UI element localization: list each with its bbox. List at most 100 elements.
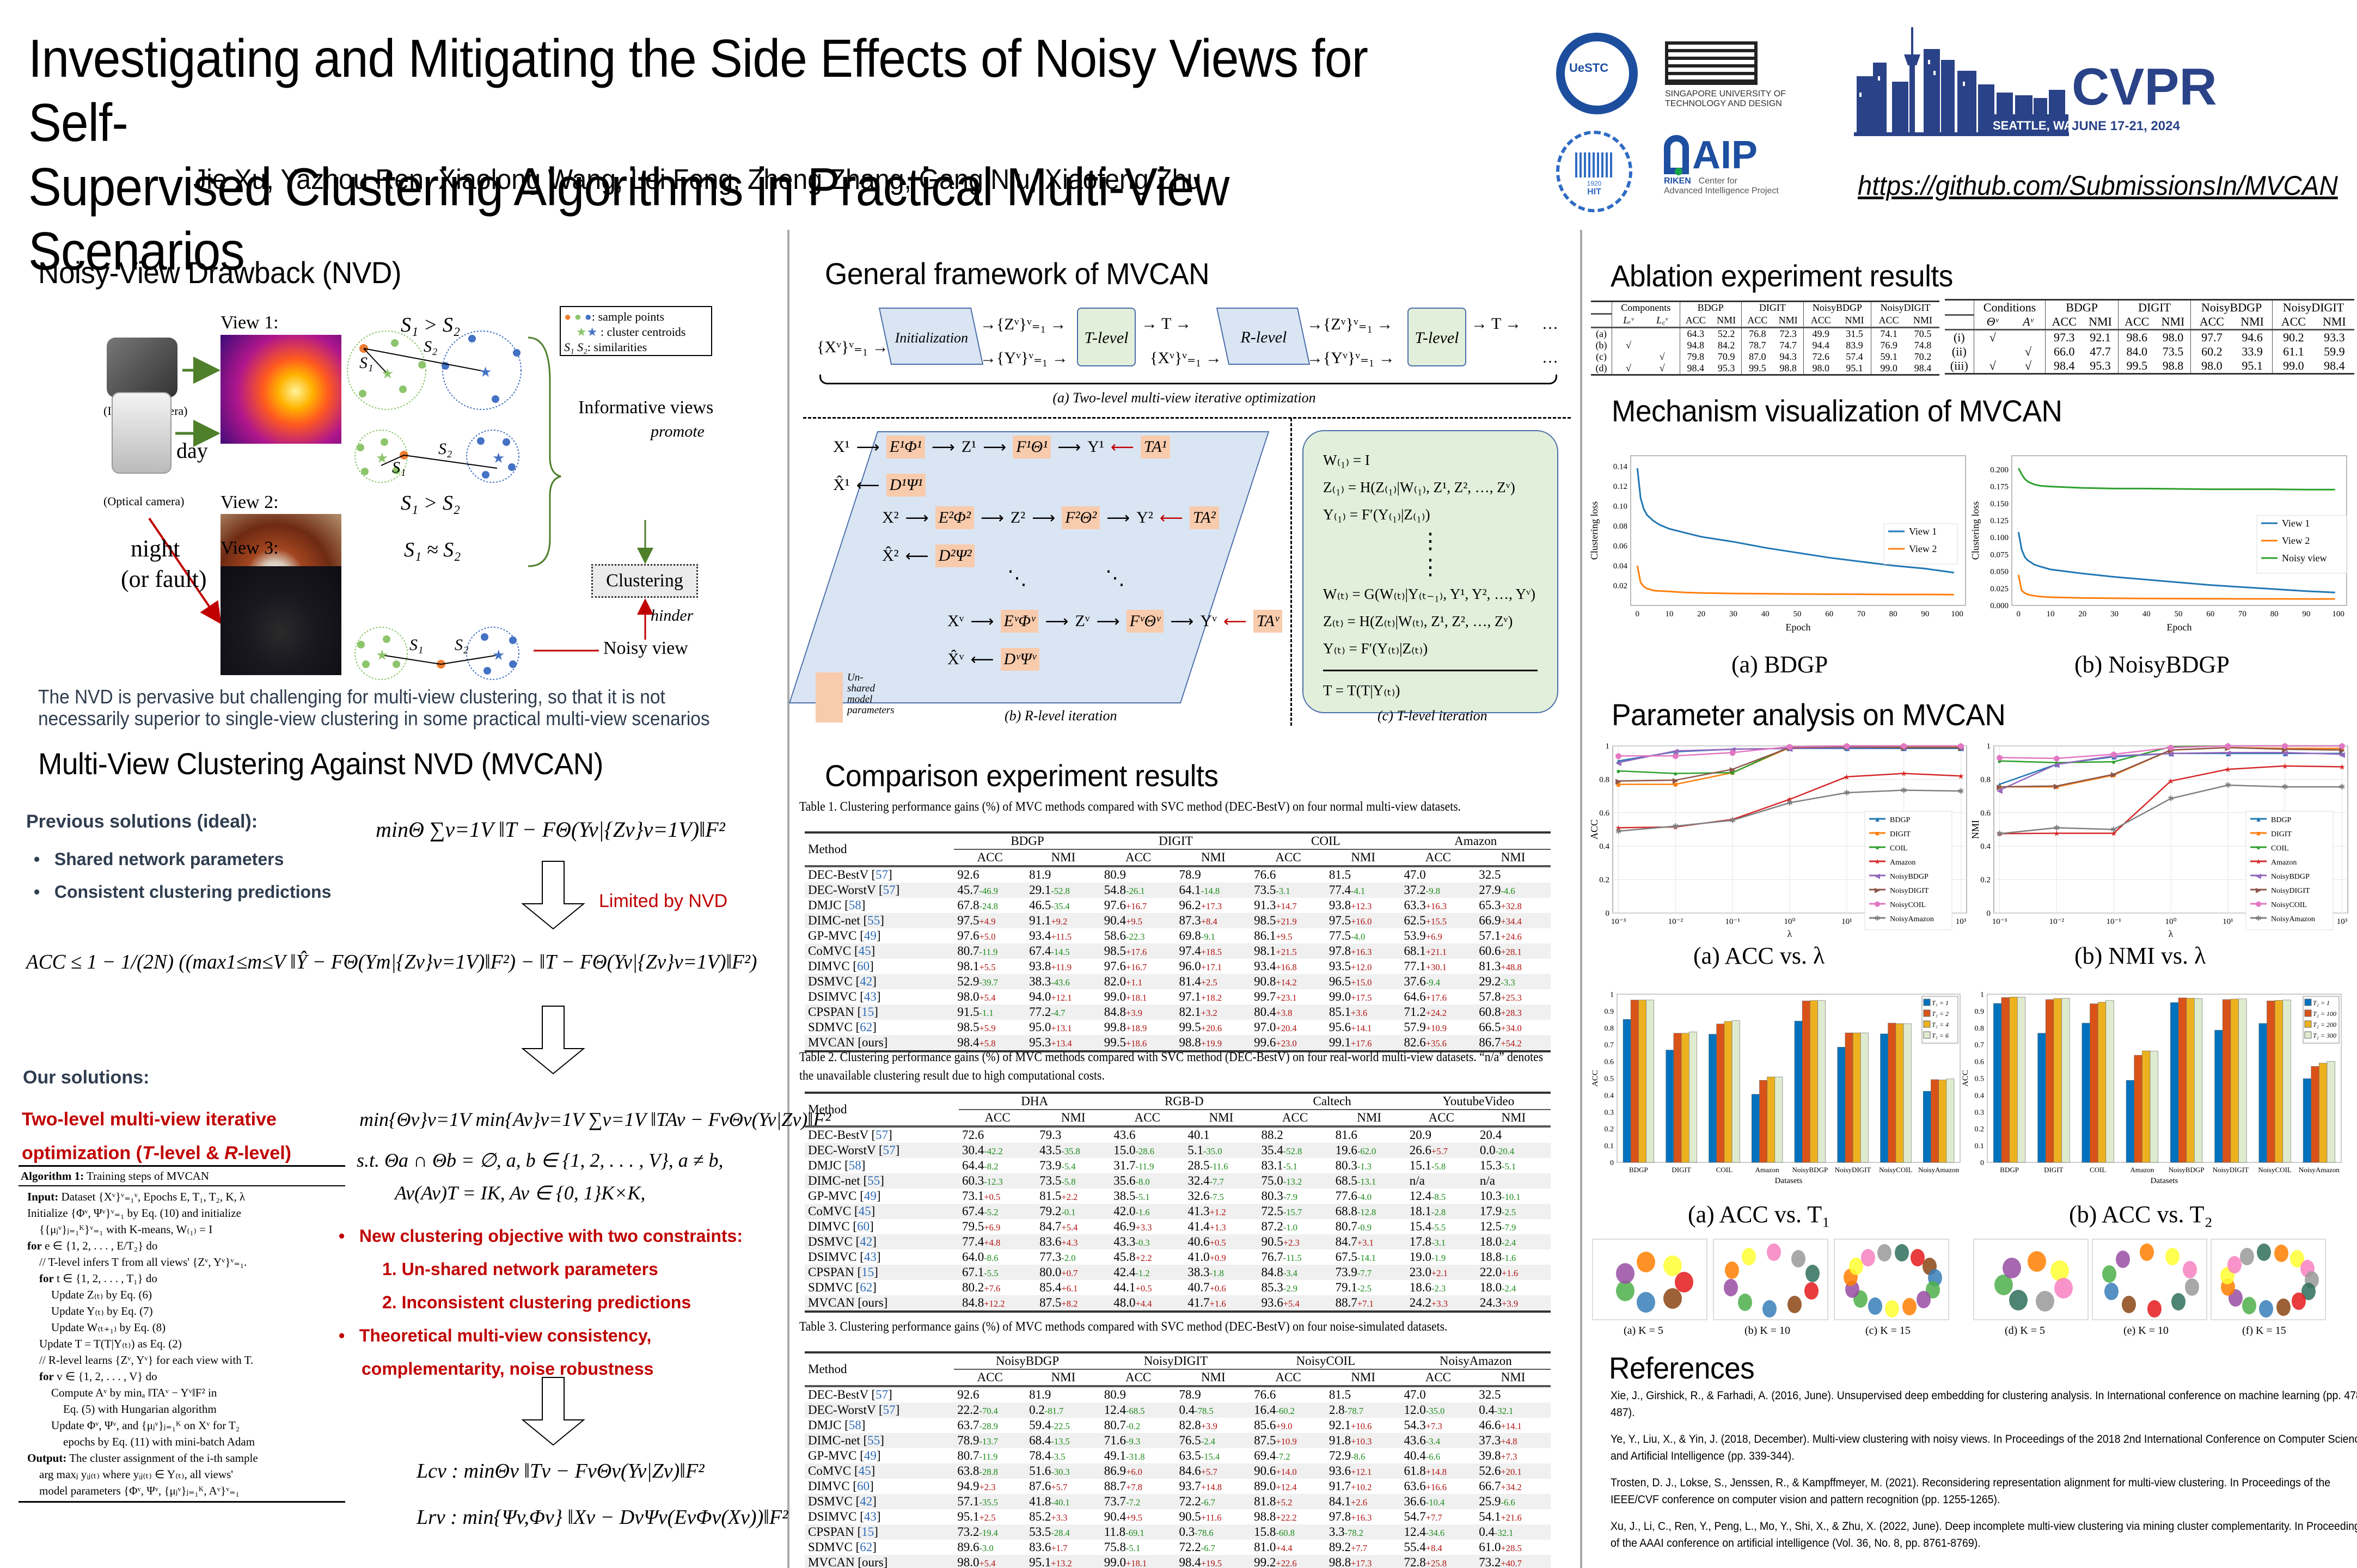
citation-link[interactable]: 58: [848, 1418, 861, 1432]
view3-similarity-relation: S₁ ≈ S₂: [404, 538, 461, 561]
citation-link[interactable]: 42: [860, 1235, 873, 1248]
y-tick-label: 0.050: [1990, 568, 2009, 577]
citation-link[interactable]: 42: [860, 1494, 873, 1508]
table-row: SDMVC [62] 98.5+5.9 95.0+13.1 99.8+18.9 99.5…: [805, 1020, 1551, 1035]
algorithm-line: for t ∈ {1, 2, . . . , T₁} do: [39, 1272, 157, 1285]
citation-link[interactable]: 49: [864, 1449, 877, 1462]
citation-link[interactable]: 15: [861, 1005, 874, 1019]
value-cell: 23.0+2.1: [1409, 1265, 1448, 1279]
value-cell: 99.0: [1871, 363, 1907, 376]
arrow-icon: ⟵: [1223, 612, 1247, 630]
citation-link[interactable]: 58: [848, 1159, 861, 1172]
value-cell: 90.2: [2272, 329, 2315, 345]
citation-link[interactable]: 45: [858, 1464, 871, 1478]
gain-value: -60.8: [1276, 1528, 1295, 1538]
y-tick-label: 0.4: [1599, 842, 1609, 851]
citation-link[interactable]: 15: [861, 1525, 874, 1539]
tsne-cluster: [1615, 1263, 1634, 1284]
value-cell: 99.0+18.1: [1100, 1555, 1176, 1568]
value-cell: 91.3+14.7: [1254, 898, 1297, 912]
hinder-label: hinder: [651, 607, 694, 624]
value-cell: 93.5+12.0: [1329, 959, 1372, 973]
arrow-icon: ⟵: [905, 547, 929, 565]
github-link[interactable]: https://github.com/SubmissionsIn/MVCAN: [1858, 170, 2338, 201]
value-cell: 95.3+13.4: [1026, 1035, 1101, 1052]
citation-link[interactable]: 57: [883, 1143, 896, 1157]
citation-link[interactable]: 55: [867, 914, 880, 927]
view2-similarity-relation: S₁ > S₂: [401, 492, 461, 514]
citation-link[interactable]: 62: [860, 1020, 873, 1034]
value-cell: 98.4+5.8: [954, 1035, 1026, 1052]
series-line-view-1: [1636, 468, 1954, 574]
citation-link[interactable]: 57: [883, 883, 896, 897]
citation-link[interactable]: 55: [867, 1434, 880, 1447]
value-cell: 94.0+12.1: [1029, 990, 1072, 1003]
tsne-cluster: [1663, 1255, 1682, 1277]
citation-link[interactable]: 62: [860, 1281, 873, 1294]
algorithm-line: Update W₍ₜ₊₁₎ by Eq. (8): [51, 1321, 166, 1334]
data-point: ◀: [2339, 751, 2345, 759]
citation-link[interactable]: 43: [864, 1250, 877, 1264]
legend-swatch: [2304, 1009, 2312, 1017]
bar: [1759, 1080, 1767, 1163]
value-cell: 75.0-13.2: [1261, 1174, 1302, 1187]
algorithm-line: Update Φᵛ, Ψᵛ, and {μⱼᵛ}ⱼ₌₁ᴷ on Xᵛ for T…: [51, 1419, 240, 1432]
gain-value: -6.7: [1201, 1543, 1215, 1553]
ablation-heading: Ablation experiment results: [1611, 259, 1953, 293]
value-cell: 68.1+21.1: [1404, 944, 1447, 958]
value-cell: 80.7-11.9: [957, 1449, 998, 1462]
metric-header: ACC: [1100, 849, 1176, 867]
value-cell: 77.6-4.0: [1335, 1189, 1372, 1203]
citation-link[interactable]: 57: [876, 868, 889, 881]
table-3-block: Table 3. Clustering performance gains (%…: [799, 1318, 1567, 1568]
y-tick-label: 0.9: [1975, 1008, 1985, 1016]
svg-text:★: ★: [381, 366, 394, 382]
gain-value: -35.0: [1203, 1146, 1222, 1156]
tsne-cluster: [2240, 1247, 2255, 1265]
gain-value: +18.1: [1126, 1558, 1147, 1568]
citation-link[interactable]: 43: [864, 990, 877, 1003]
citation-link[interactable]: 58: [848, 898, 861, 912]
legend-label: T₁ = 2: [1932, 1010, 1949, 1018]
citation-link[interactable]: 60: [857, 959, 870, 973]
gain-value: +5.8: [979, 1038, 996, 1049]
value-cell: 84.6+5.7: [1179, 1464, 1217, 1478]
citation-link[interactable]: 57: [883, 1403, 896, 1417]
value-cell: 59.1: [1871, 351, 1907, 363]
citation-link[interactable]: 49: [864, 1189, 877, 1203]
x-tick-label: 10⁻²: [2049, 917, 2065, 926]
data-point: ▲: [1615, 758, 1623, 766]
gain-value: -7.2: [1276, 1451, 1290, 1462]
value-cell: 35.4-52.8: [1261, 1143, 1302, 1157]
unshared-legend-label: Un- shared model parameters: [847, 672, 895, 716]
check-cell: √: [1611, 340, 1645, 351]
x-tick-label: NoisyAmazon: [2299, 1166, 2340, 1174]
value-cell: 45.8+2.2: [1113, 1250, 1152, 1264]
metric-header: NMI: [1476, 1110, 1551, 1128]
x-tick-label: NoisyBDGP: [1792, 1166, 1828, 1174]
value-cell: 57.1+24.6: [1479, 929, 1522, 942]
value-cell: 97.5+4.9: [957, 914, 996, 927]
citation-link[interactable]: 57: [876, 1388, 889, 1401]
citation-link[interactable]: 62: [860, 1540, 873, 1554]
gain-value: -13.7: [979, 1436, 998, 1447]
citation-link[interactable]: 15: [861, 1265, 874, 1279]
citation-link[interactable]: 45: [858, 944, 871, 958]
dataset-header: NoisyBDGP: [2190, 299, 2273, 315]
citation-link[interactable]: 49: [864, 929, 877, 942]
citation-link[interactable]: 55: [867, 1174, 880, 1187]
legend-label: NoisyCOIL: [1890, 901, 1926, 909]
gain-value: -28.4: [1051, 1528, 1070, 1538]
citation-link[interactable]: 43: [864, 1510, 877, 1523]
gain-value: -1.0: [1283, 1222, 1297, 1233]
value-cell: 11.8-69.1: [1104, 1525, 1144, 1539]
value-cell: 80.7-0.2: [1104, 1418, 1141, 1432]
citation-link[interactable]: 45: [858, 1204, 871, 1218]
citation-link[interactable]: 60: [857, 1479, 870, 1493]
citation-link[interactable]: 42: [860, 975, 873, 988]
infrared-camera-icon: [107, 338, 177, 397]
legend-label: View 2: [2282, 535, 2310, 546]
citation-link[interactable]: 57: [876, 1128, 889, 1142]
gain-value: -5.5: [1431, 1222, 1446, 1233]
citation-link[interactable]: 60: [857, 1220, 870, 1233]
